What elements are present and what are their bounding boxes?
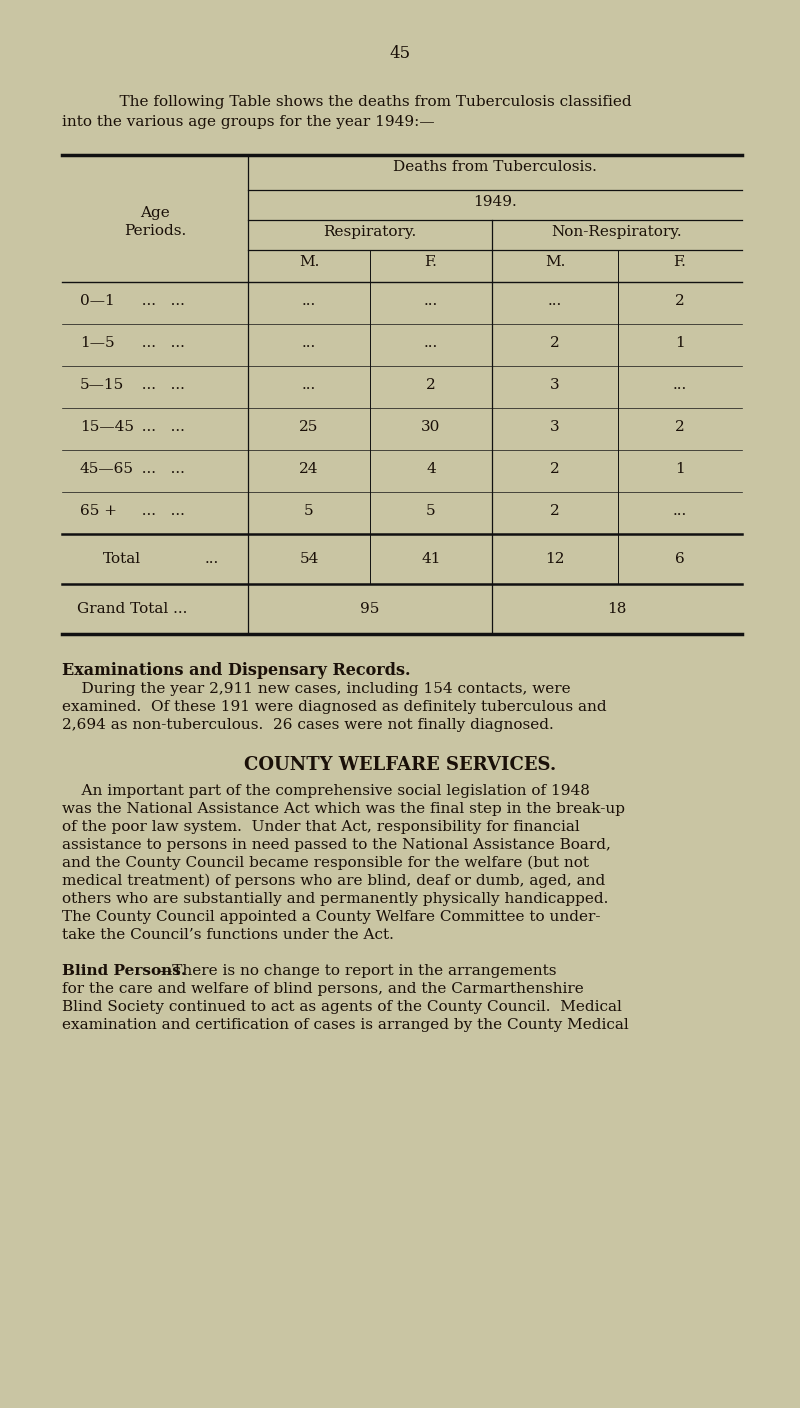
Text: 1: 1 <box>675 462 685 476</box>
Text: 5: 5 <box>304 504 314 518</box>
Text: —There is no change to report in the arrangements: —There is no change to report in the arr… <box>157 964 557 979</box>
Text: 0—1: 0—1 <box>80 294 114 308</box>
Text: 1—5: 1—5 <box>80 337 114 351</box>
Text: 24: 24 <box>299 462 318 476</box>
Text: medical treatment) of persons who are blind, deaf or dumb, aged, and: medical treatment) of persons who are bl… <box>62 874 606 888</box>
Text: The County Council appointed a County Welfare Committee to under-: The County Council appointed a County We… <box>62 910 601 924</box>
Text: Blind Society continued to act as agents of the County Council.  Medical: Blind Society continued to act as agents… <box>62 1000 622 1014</box>
Text: ...: ... <box>302 294 316 308</box>
Text: Deaths from Tuberculosis.: Deaths from Tuberculosis. <box>393 161 597 175</box>
Text: The following Table shows the deaths from Tuberculosis classified: The following Table shows the deaths fro… <box>100 94 632 108</box>
Text: Respiratory.: Respiratory. <box>323 225 417 239</box>
Text: ...   ...: ... ... <box>132 462 185 476</box>
Text: into the various age groups for the year 1949:—: into the various age groups for the year… <box>62 115 434 130</box>
Text: ...: ... <box>673 504 687 518</box>
Text: 45: 45 <box>390 45 410 62</box>
Text: ...: ... <box>424 294 438 308</box>
Text: 15—45: 15—45 <box>80 420 134 434</box>
Text: COUNTY WELFARE SERVICES.: COUNTY WELFARE SERVICES. <box>244 756 556 774</box>
Text: 2,694 as non-tuberculous.  26 cases were not finally diagnosed.: 2,694 as non-tuberculous. 26 cases were … <box>62 718 554 732</box>
Text: ...: ... <box>302 337 316 351</box>
Text: for the care and welfare of blind persons, and the Carmarthenshire: for the care and welfare of blind person… <box>62 981 584 995</box>
Text: Age: Age <box>140 206 170 220</box>
Text: others who are substantially and permanently physically handicapped.: others who are substantially and permane… <box>62 893 608 905</box>
Text: 3: 3 <box>550 420 560 434</box>
Text: ...: ... <box>673 377 687 391</box>
Text: 12: 12 <box>546 552 565 566</box>
Text: F.: F. <box>425 255 438 269</box>
Text: 5: 5 <box>426 504 436 518</box>
Text: 1: 1 <box>675 337 685 351</box>
Text: ...: ... <box>205 552 219 566</box>
Text: 2: 2 <box>675 294 685 308</box>
Text: 54: 54 <box>299 552 318 566</box>
Text: 5—15: 5—15 <box>80 377 124 391</box>
Text: 30: 30 <box>422 420 441 434</box>
Text: 3: 3 <box>550 377 560 391</box>
Text: 2: 2 <box>675 420 685 434</box>
Text: 18: 18 <box>607 603 626 617</box>
Text: ...: ... <box>548 294 562 308</box>
Text: take the Council’s functions under the Act.: take the Council’s functions under the A… <box>62 928 394 942</box>
Text: ...: ... <box>424 337 438 351</box>
Text: ...   ...: ... ... <box>132 377 185 391</box>
Text: Periods.: Periods. <box>124 224 186 238</box>
Text: An important part of the comprehensive social legislation of 1948: An important part of the comprehensive s… <box>62 784 590 798</box>
Text: 2: 2 <box>550 337 560 351</box>
Text: ...   ...: ... ... <box>132 504 185 518</box>
Text: Non-Respiratory.: Non-Respiratory. <box>552 225 682 239</box>
Text: ...: ... <box>302 377 316 391</box>
Text: Grand Total ...: Grand Total ... <box>77 603 187 617</box>
Text: ...   ...: ... ... <box>132 337 185 351</box>
Text: M.: M. <box>545 255 565 269</box>
Text: 4: 4 <box>426 462 436 476</box>
Text: 1949.: 1949. <box>473 194 517 208</box>
Text: M.: M. <box>299 255 319 269</box>
Text: 6: 6 <box>675 552 685 566</box>
Text: F.: F. <box>674 255 686 269</box>
Text: 41: 41 <box>422 552 441 566</box>
Text: 45—65: 45—65 <box>80 462 134 476</box>
Text: Total: Total <box>103 552 141 566</box>
Text: 2: 2 <box>550 504 560 518</box>
Text: 2: 2 <box>550 462 560 476</box>
Text: ...   ...: ... ... <box>132 420 185 434</box>
Text: and the County Council became responsible for the welfare (but not: and the County Council became responsibl… <box>62 856 589 870</box>
Text: During the year 2,911 new cases, including 154 contacts, were: During the year 2,911 new cases, includi… <box>62 681 570 696</box>
Text: examined.  Of these 191 were diagnosed as definitely tuberculous and: examined. Of these 191 were diagnosed as… <box>62 700 606 714</box>
Text: 2: 2 <box>426 377 436 391</box>
Text: 65 +: 65 + <box>80 504 117 518</box>
Text: assistance to persons in need passed to the National Assistance Board,: assistance to persons in need passed to … <box>62 838 611 852</box>
Text: ...   ...: ... ... <box>132 294 185 308</box>
Text: Examinations and Dispensary Records.: Examinations and Dispensary Records. <box>62 662 410 679</box>
Text: of the poor law system.  Under that Act, responsibility for financial: of the poor law system. Under that Act, … <box>62 819 580 834</box>
Text: examination and certification of cases is arranged by the County Medical: examination and certification of cases i… <box>62 1018 629 1032</box>
Text: 25: 25 <box>299 420 318 434</box>
Text: was the National Assistance Act which was the final step in the break-up: was the National Assistance Act which wa… <box>62 803 625 817</box>
Text: 95: 95 <box>360 603 380 617</box>
Text: Blind Persons.: Blind Persons. <box>62 964 186 979</box>
